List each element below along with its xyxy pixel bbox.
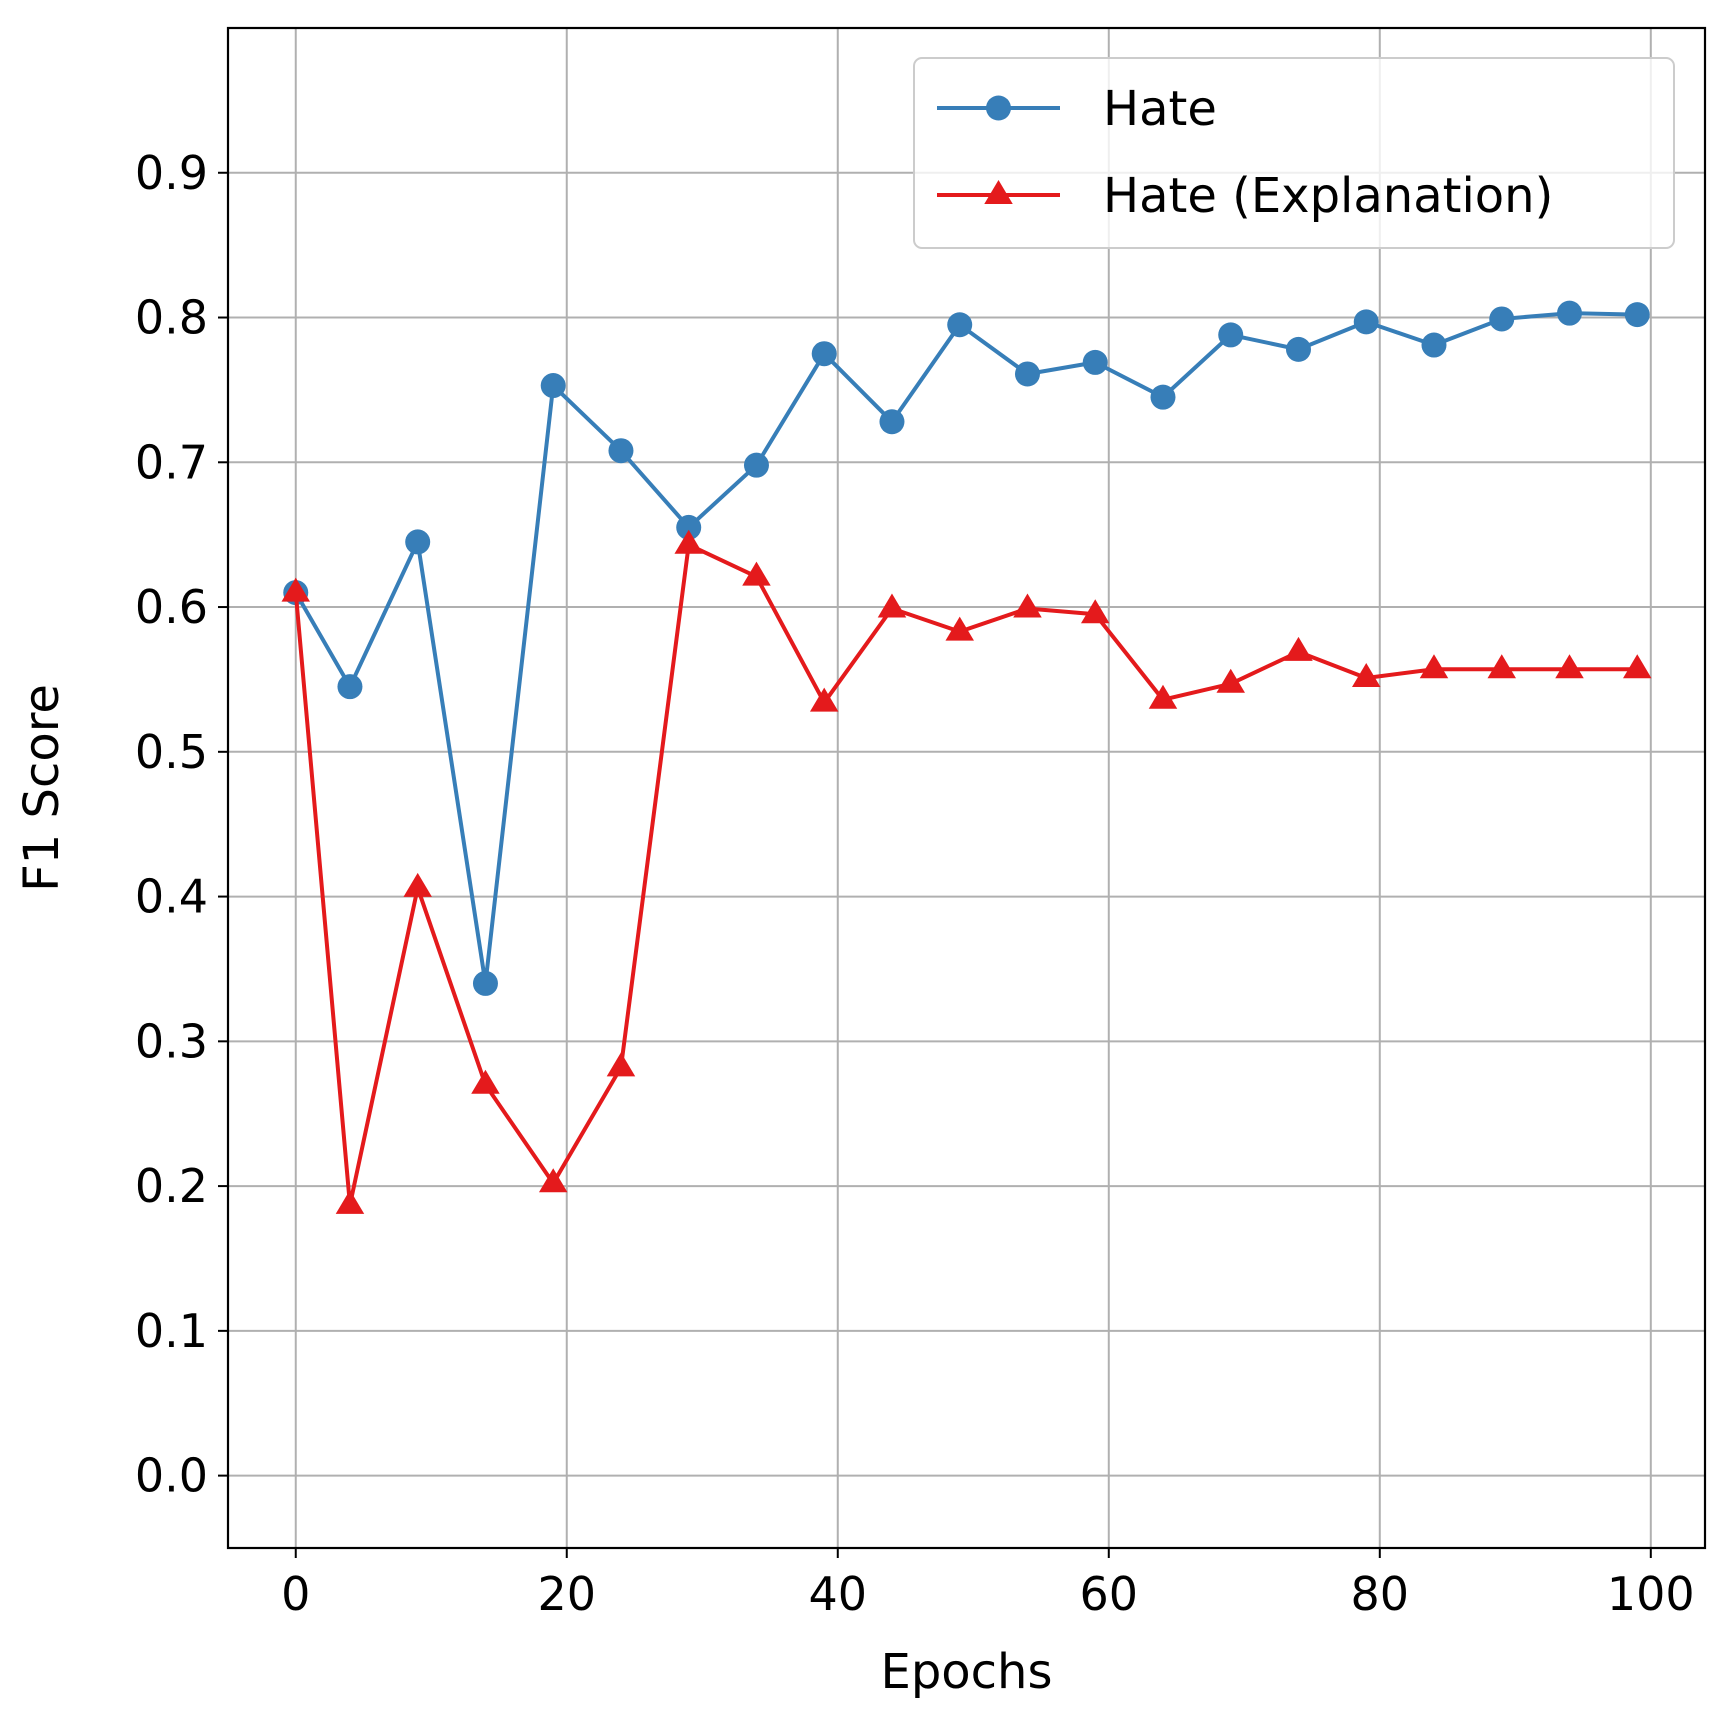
data-point-hate-explanation: [403, 872, 432, 897]
y-tick-label: 0.3: [135, 1014, 208, 1068]
data-point-hate-explanation: [281, 577, 311, 602]
data-point-hate-explanation: [1419, 654, 1449, 679]
data-point-hate: [1489, 306, 1515, 332]
data-point-hate-explanation: [1148, 684, 1178, 709]
data-point-hate: [472, 970, 498, 996]
legend-swatch-marker: [984, 180, 1013, 204]
plot-frame: [226, 26, 1707, 1550]
legend-label: Hate (Explanation): [1103, 168, 1553, 224]
x-tick-label: 100: [1607, 1567, 1695, 1621]
legend: Hate Hate (Explanation): [913, 57, 1675, 249]
x-axis-label: Epochs: [881, 1644, 1053, 1700]
data-point-hate: [1556, 300, 1582, 326]
data-point-hate-explanation: [1080, 599, 1110, 624]
axis-ticks: 0 20 40 60 80 100 0.0 0.1 0.2 0.3 0.4 0.5 0.6 0.7 0.8 0…: [135, 146, 1695, 1621]
y-tick-label: 0.2: [135, 1159, 208, 1213]
data-point-hate: [608, 438, 634, 464]
data-point-hate: [1285, 336, 1311, 362]
data-point-hate: [811, 341, 837, 367]
data-point-hate: [676, 514, 702, 540]
x-tick-label: 0: [281, 1567, 310, 1621]
y-tick-label: 0.1: [135, 1304, 208, 1358]
data-point-hate-explanation: [742, 561, 771, 586]
data-point-hate: [1421, 332, 1447, 358]
grid-lines: [228, 28, 1705, 1548]
data-point-hate: [1218, 322, 1244, 348]
y-tick-label: 0.7: [135, 435, 208, 489]
data-point-hate-explanation: [877, 593, 907, 618]
data-point-hate: [1624, 302, 1650, 328]
data-point-hate-explanation: [471, 1069, 500, 1094]
x-tick-label: 80: [1351, 1567, 1410, 1621]
data-point-hate-explanation: [1487, 654, 1516, 679]
x-tick-label: 40: [808, 1567, 867, 1621]
series-hate-explanation: [281, 529, 1652, 1214]
data-point-hate-explanation: [674, 529, 703, 554]
data-point-hate: [879, 409, 905, 435]
legend-swatch-marker: [986, 95, 1011, 121]
data-point-hate-explanation: [606, 1052, 636, 1077]
legend-box: [913, 57, 1675, 249]
y-tick-label: 0.0: [135, 1449, 208, 1503]
data-point-hate-explanation: [538, 1168, 568, 1193]
series-line-hate: [294, 311, 1638, 986]
data-point-hate-explanation: [1284, 636, 1313, 661]
x-tick-label: 60: [1080, 1567, 1139, 1621]
data-point-hate-explanation: [335, 1189, 365, 1214]
y-axis-label: F1 Score: [14, 684, 70, 892]
data-point-hate: [405, 529, 431, 555]
data-point-hate-explanation: [1555, 654, 1584, 679]
y-tick-label: 0.9: [135, 146, 208, 200]
data-point-hate: [1014, 361, 1040, 387]
data-point-hate-explanation: [809, 687, 839, 712]
series-hate: [283, 300, 1650, 996]
y-tick-label: 0.6: [135, 580, 208, 634]
y-tick-label: 0.5: [135, 725, 208, 779]
data-point-hate-explanation: [1013, 593, 1042, 618]
data-point-hate: [947, 312, 973, 338]
series-group: [281, 300, 1652, 1214]
data-point-hate: [337, 674, 363, 700]
y-tick-label: 0.8: [135, 291, 208, 345]
data-point-hate-explanation: [1216, 668, 1245, 693]
data-point-hate: [743, 452, 769, 478]
x-tick-label: 20: [537, 1567, 596, 1621]
data-point-hate: [1150, 384, 1176, 410]
legend-label: Hate: [1103, 81, 1217, 137]
y-tick-label: 0.4: [135, 870, 208, 924]
data-point-hate: [1353, 309, 1379, 335]
data-point-hate-explanation: [1622, 654, 1652, 679]
data-point-hate: [1082, 349, 1108, 375]
data-point-hate-explanation: [1351, 662, 1381, 687]
data-point-hate: [540, 373, 566, 399]
data-point-hate-explanation: [945, 616, 974, 641]
